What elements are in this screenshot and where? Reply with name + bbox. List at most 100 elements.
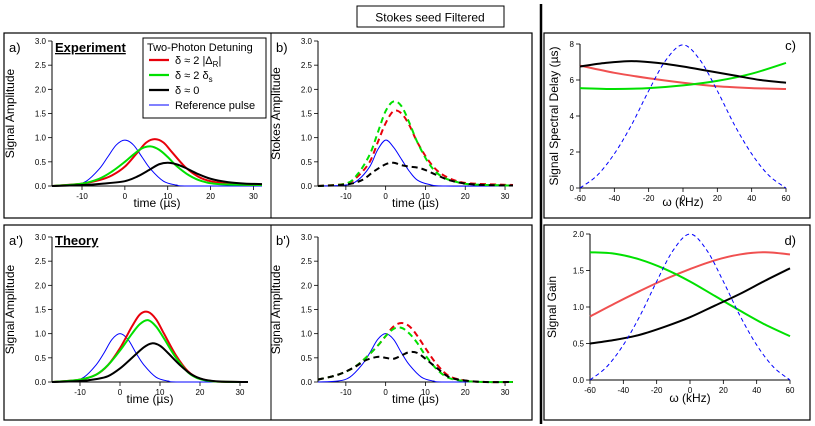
- x-tick-label: 0: [118, 388, 123, 397]
- series-line-blue: [51, 139, 263, 187]
- x-tick-label: 0: [123, 192, 128, 201]
- chart-panel-b-prime: -10 0 10 20 30 0.0 0.5 1.0 1.5 2.0 2.5 3.0 time (µs)…: [269, 233, 514, 406]
- y-tick-label: 0.0: [35, 182, 47, 191]
- x-tick-label: 30: [501, 192, 510, 201]
- y-tick-label: 4: [570, 112, 575, 121]
- y-tick-label: 1.5: [573, 267, 585, 276]
- chart-panel-a: -10 0 10 20 30 0.0 0.5 1.0 1.5 2.0 2.5 3.0 time (µs)…: [3, 37, 263, 210]
- legend-entry-label: δ ≈ 2 δs: [175, 70, 213, 84]
- y-tick-label: 2.0: [301, 85, 313, 94]
- series-line-blue: [589, 233, 791, 381]
- y-axis-label: Signal Amplitude: [269, 264, 283, 354]
- y-tick-label: 3.0: [35, 233, 47, 242]
- x-axis-label: time (µs): [134, 196, 181, 210]
- y-tick-label: 3.0: [301, 233, 313, 242]
- x-tick-label: -10: [340, 388, 352, 397]
- panel-label-b: b): [276, 40, 288, 55]
- legend-entry-label: δ ≈ 0: [175, 85, 199, 97]
- x-tick-label: 20: [196, 388, 205, 397]
- x-tick-label: -40: [609, 194, 621, 203]
- experiment-group-box: [3, 32, 533, 219]
- y-tick-label: 0.5: [301, 158, 313, 167]
- y-tick-label: 2.5: [35, 61, 47, 70]
- series-line-blue: [51, 333, 249, 383]
- panel-label-d: d): [784, 233, 796, 248]
- series-line-black: [589, 267, 791, 345]
- y-tick-label: 2.5: [301, 61, 313, 70]
- delay-group-box: [543, 32, 811, 219]
- x-tick-label: 0: [688, 386, 693, 395]
- x-tick-label: 0: [681, 194, 686, 203]
- y-tick-label: 1.0: [573, 303, 585, 312]
- y-axis-label: Signal Spectral Delay (µs): [547, 47, 561, 186]
- y-tick-label: 0: [570, 184, 575, 193]
- series-line-black: [51, 342, 249, 383]
- theory-title: Theory: [55, 233, 99, 248]
- x-tick-label: 0: [383, 192, 388, 201]
- x-tick-label: 20: [461, 192, 470, 201]
- y-tick-label: 1.0: [35, 134, 47, 143]
- series-line-black: [51, 161, 263, 187]
- theory-group-box: [3, 224, 533, 421]
- header-box: [356, 5, 505, 28]
- chart-panel-b: -10 0 10 20 30 0.0 0.5 1.0 1.5 2.0 2.5 3.0 time (µs)…: [269, 37, 514, 210]
- header-title: Stokes seed Filtered: [375, 11, 484, 25]
- y-tick-label: 0.0: [301, 378, 313, 387]
- series-line-blue: [579, 44, 787, 189]
- y-tick-label: 0.0: [301, 182, 313, 191]
- y-tick-label: 6: [570, 76, 575, 85]
- x-tick-label: 10: [156, 388, 165, 397]
- y-tick-label: 2.5: [301, 257, 313, 266]
- experiment-title: Experiment: [55, 40, 126, 55]
- x-axis-label: ω (kHz): [662, 195, 703, 209]
- series-line-blue: [317, 139, 514, 187]
- series-line-light_red: [589, 251, 791, 318]
- y-axis-label: Signal Amplitude: [3, 264, 17, 354]
- x-tick-label: 20: [461, 388, 470, 397]
- x-tick-label: 10: [421, 388, 430, 397]
- chart-panel-d: -60 -40 -20 0 20 40 60 0.0 0.5 1.0 1.5 2.0 ω (kHz) Si…: [545, 230, 795, 405]
- y-tick-label: 2.0: [35, 281, 47, 290]
- series-line-light_red: [579, 64, 787, 90]
- series-line-green: [317, 100, 514, 187]
- y-tick-label: 2.0: [301, 281, 313, 290]
- legend-entry-label: Reference pulse: [175, 100, 255, 112]
- y-axis-label: Signal Gain: [545, 276, 559, 338]
- x-tick-label: -20: [643, 194, 655, 203]
- x-tick-label: 60: [782, 194, 791, 203]
- legend-title: Two-Photon Detuning: [147, 42, 253, 54]
- x-tick-label: 20: [713, 194, 722, 203]
- x-tick-label: 20: [719, 386, 728, 395]
- y-tick-label: 0.0: [573, 376, 585, 385]
- x-tick-label: -10: [76, 192, 88, 201]
- x-tick-label: 10: [163, 192, 172, 201]
- x-tick-label: -60: [584, 386, 596, 395]
- y-tick-label: 0.5: [573, 340, 585, 349]
- y-tick-label: 0.5: [301, 354, 313, 363]
- x-tick-label: 30: [236, 388, 245, 397]
- series-line-red: [51, 138, 263, 187]
- x-tick-label: 30: [249, 192, 258, 201]
- y-tick-label: 0.0: [35, 378, 47, 387]
- panel-label-b-prime: b'): [276, 233, 290, 248]
- y-tick-label: 1.5: [35, 306, 47, 315]
- legend-entry-label: δ ≈ 2 |ΔR|: [175, 55, 221, 69]
- series-line-green: [51, 319, 249, 383]
- legend: Two-Photon Detuning δ ≈ 2 |ΔR|δ ≈ 2 δsδ …: [142, 37, 267, 119]
- y-tick-label: 2.0: [573, 230, 585, 239]
- panel-label-a-prime: a'): [9, 233, 23, 248]
- x-tick-label: 0: [383, 388, 388, 397]
- series-line-black: [317, 350, 514, 384]
- y-tick-label: 3.0: [35, 37, 47, 46]
- gain-group-box: [543, 224, 811, 421]
- y-tick-label: 3.0: [301, 37, 313, 46]
- x-tick-label: 10: [421, 192, 430, 201]
- panel-label-a: a): [9, 40, 21, 55]
- x-tick-label: 40: [747, 194, 756, 203]
- x-tick-label: 20: [206, 192, 215, 201]
- y-tick-label: 1.0: [301, 330, 313, 339]
- y-tick-label: 0.5: [35, 354, 47, 363]
- series-line-green: [579, 61, 787, 90]
- x-tick-label: -10: [340, 192, 352, 201]
